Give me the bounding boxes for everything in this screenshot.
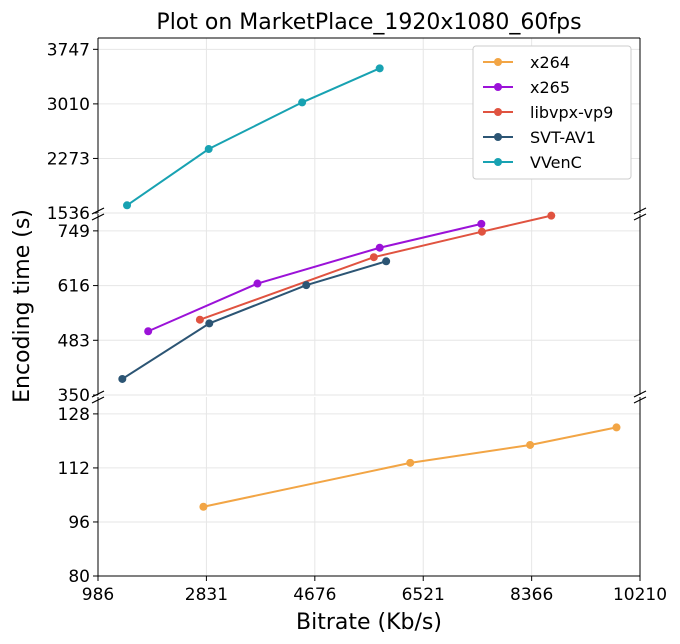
legend: x264 x265 libvpx-vp9 SVT-AV1 VVenC	[472, 45, 632, 180]
x-tick-label: 4676	[293, 585, 336, 605]
y-tick-label: 80	[68, 567, 90, 587]
data-point-x265	[253, 279, 262, 288]
legend-label: x265	[530, 78, 570, 97]
data-point-x264	[612, 423, 621, 432]
y-tick-label: 483	[58, 331, 90, 351]
legend-label: SVT-AV1	[530, 128, 596, 147]
legend-marker	[494, 158, 502, 166]
legend-marker	[494, 58, 502, 66]
y-tick-label: 96	[68, 513, 90, 533]
legend-box	[472, 45, 632, 180]
data-point-x264	[526, 440, 535, 449]
y-tick-label: 1536	[47, 204, 90, 224]
legend-label: libvpx-vp9	[530, 103, 613, 122]
axis-break-mark	[91, 396, 105, 404]
legend-marker	[494, 133, 502, 141]
data-point-x265	[477, 219, 486, 228]
axis-break-mark	[91, 207, 105, 215]
data-point-svt-av1	[205, 319, 214, 328]
data-point-x264	[406, 458, 415, 467]
axis-break-mark	[91, 390, 105, 398]
y-axis-title: Encoding time (s)	[10, 209, 35, 403]
y-tick-label: 616	[58, 277, 90, 297]
series-line-x265	[147, 222, 482, 333]
y-tick-label: 3010	[47, 95, 90, 115]
series-line-svt-av1	[121, 260, 387, 380]
data-point-vvenc	[204, 145, 213, 154]
data-point-x265	[375, 243, 384, 252]
data-point-svt-av1	[302, 281, 311, 290]
series-line-x264	[203, 426, 617, 508]
x-tick-label: 6521	[402, 585, 445, 605]
data-point-vvenc	[123, 201, 132, 210]
data-point-libvpx-vp9	[195, 315, 204, 324]
y-tick-label: 350	[58, 386, 90, 406]
legend-label: x264	[530, 53, 570, 72]
series-line-vvenc	[126, 67, 381, 207]
axis-break-mark	[633, 390, 647, 398]
data-point-vvenc	[375, 64, 384, 73]
y-tick-label: 749	[58, 222, 90, 242]
legend-label: VVenC	[530, 153, 582, 172]
data-point-svt-av1	[382, 257, 391, 266]
data-point-vvenc	[298, 98, 307, 107]
series-layer	[118, 64, 621, 511]
data-point-x264	[199, 502, 208, 511]
y-tick-label: 128	[58, 405, 90, 425]
axis-break-mark	[633, 213, 647, 221]
x-tick-label: 986	[82, 585, 114, 605]
axis-break-mark	[633, 396, 647, 404]
legend-marker	[494, 108, 502, 116]
axis-break-mark	[633, 207, 647, 215]
data-point-libvpx-vp9	[477, 227, 486, 236]
axis-break-mark	[91, 213, 105, 221]
y-tick-label: 2273	[47, 149, 90, 169]
x-tick-label: 8366	[510, 585, 553, 605]
x-axis-title: Bitrate (Kb/s)	[296, 610, 442, 635]
axes: 986 2831 4676 6521 8366 10210 1536 2273 3010 3747…	[47, 37, 667, 605]
data-point-svt-av1	[118, 374, 127, 383]
y-tick-label: 3747	[47, 40, 90, 60]
chart-title: Plot on MarketPlace_1920x1080_60fps	[156, 10, 581, 35]
data-point-x265	[144, 327, 153, 336]
data-point-libvpx-vp9	[547, 211, 556, 220]
data-point-libvpx-vp9	[369, 253, 378, 262]
y-tick-label: 112	[58, 459, 90, 479]
x-tick-label: 2831	[185, 585, 228, 605]
series-line-libvpx-vp9	[199, 214, 552, 321]
x-tick-label: 10210	[613, 585, 667, 605]
legend-marker	[494, 83, 502, 91]
